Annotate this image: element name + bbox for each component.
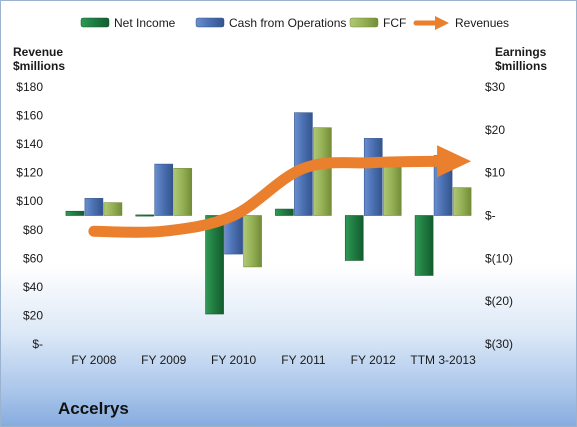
- category-label: FY 2009: [141, 353, 186, 367]
- left-tick-label: $80: [23, 223, 43, 237]
- company-name: Accelrys: [58, 399, 129, 418]
- left-axis-title-line1: Revenue: [13, 45, 63, 59]
- revenue-arrowhead: [437, 145, 472, 178]
- right-tick-label: $10: [485, 166, 505, 180]
- right-tick-label: $(30): [485, 337, 513, 351]
- legend-swatch-fcf: [349, 17, 379, 28]
- right-tick-label: $(10): [485, 251, 513, 265]
- category-label: FY 2012: [351, 353, 396, 367]
- bar-fcf: [452, 187, 472, 216]
- category-label: FY 2010: [211, 353, 256, 367]
- bar-cash-from-operations: [84, 198, 104, 216]
- left-axis-title-line2: $millions: [13, 59, 65, 73]
- right-tick-label: $-: [485, 209, 496, 223]
- category-label: FY 2011: [281, 353, 326, 367]
- legend-swatch-cash-from-operations: [195, 17, 225, 28]
- right-tick-label: $20: [485, 123, 505, 137]
- left-tick-label: $160: [16, 109, 43, 123]
- bar-cash-from-operations: [363, 138, 383, 216]
- bar-net-income: [205, 215, 224, 315]
- legend-label-revenues: Revenues: [455, 16, 509, 30]
- legend: Net Income Cash from Operations FCF Reve…: [80, 16, 509, 30]
- left-tick-label: $60: [23, 251, 43, 265]
- category-labels: FY 2008 FY 2009 FY 2010 FY 2011 FY 2012 TTM 3…: [71, 353, 476, 367]
- legend-swatch-net-income: [80, 17, 110, 28]
- legend-swatch-revenues: [413, 16, 449, 30]
- bar-fcf: [103, 202, 123, 216]
- left-axis-ticks: $- $20 $40 $60 $80 $100 $120 $140 $160 $180: [16, 80, 43, 351]
- bar-fcf: [243, 215, 262, 268]
- left-tick-label: $100: [16, 194, 43, 208]
- left-tick-label: $120: [16, 166, 43, 180]
- left-tick-label: $180: [16, 80, 43, 94]
- legend-label-fcf: FCF: [383, 16, 406, 30]
- right-axis-title-line1: Earnings: [495, 45, 547, 59]
- right-axis-title-line2: $millions: [495, 59, 547, 73]
- bar-fcf: [382, 163, 402, 216]
- bar-fcf: [313, 127, 332, 216]
- left-tick-label: $20: [23, 308, 43, 322]
- category-label: TTM 3-2013: [410, 353, 476, 367]
- left-tick-label: $140: [16, 137, 43, 151]
- category-label: FY 2008: [71, 353, 116, 367]
- right-tick-label: $30: [485, 80, 505, 94]
- bars: [65, 112, 472, 315]
- legend-label-cash-from-operations: Cash from Operations: [229, 16, 346, 30]
- right-axis-ticks: $(30) $(20) $(10) $- $10 $20 $30: [485, 80, 513, 351]
- revenue-line-path: [88, 155, 449, 238]
- revenue-line: [88, 145, 472, 238]
- left-tick-label: $-: [32, 337, 43, 351]
- bar-cash-from-operations: [154, 163, 174, 216]
- bar-fcf: [173, 168, 193, 216]
- bar-net-income: [344, 215, 364, 261]
- bar-net-income: [275, 208, 294, 216]
- bar-net-income: [414, 215, 434, 276]
- left-tick-label: $40: [23, 280, 43, 294]
- bar-net-income: [65, 210, 85, 216]
- legend-label-net-income: Net Income: [114, 16, 176, 30]
- bar-net-income: [135, 214, 155, 217]
- right-tick-label: $(20): [485, 294, 513, 308]
